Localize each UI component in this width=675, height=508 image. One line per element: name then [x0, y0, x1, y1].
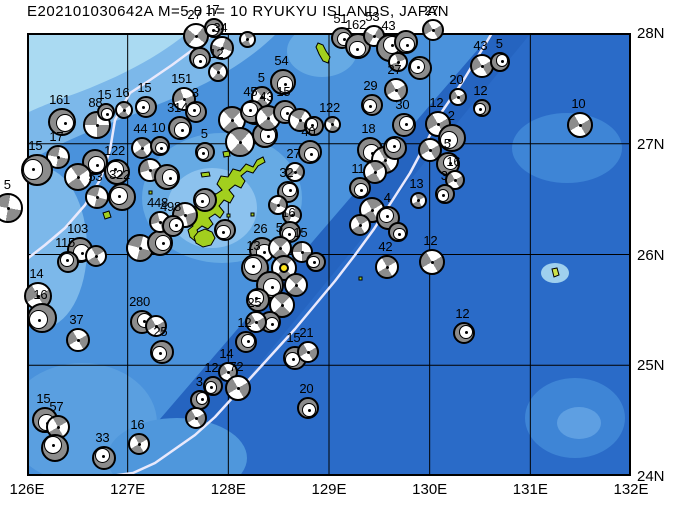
map-canvas	[27, 33, 631, 476]
island-islet-5	[148, 190, 153, 195]
beachball-label: 5	[3, 177, 11, 192]
y-axis-tick-label: 25N	[637, 357, 665, 375]
beachball-center-dot	[7, 207, 10, 210]
x-axis-tick-label: 128E	[210, 481, 246, 498]
okinawa-trough-line-line	[27, 33, 217, 261]
map-frame	[27, 33, 631, 476]
y-axis-tick-label: 27N	[637, 135, 665, 153]
x-axis-tick-label: 130E	[412, 481, 448, 498]
beachball-label: 43	[381, 18, 396, 33]
y-axis-tick-label: 28N	[637, 25, 665, 42]
beachball-center-dot	[432, 29, 435, 32]
x-axis-tick-label: 127E	[110, 481, 146, 498]
island-amami-sliver	[315, 42, 331, 64]
island-islet-8	[551, 267, 560, 278]
figure-title: E202101030642A M=5.0 h= 10 RYUKYU ISLAND…	[27, 3, 450, 20]
island-islet-7	[226, 213, 231, 218]
focal-mechanism-beachball	[0, 193, 23, 223]
x-axis-tick-label: 132E	[613, 481, 649, 498]
island-islet-4	[102, 210, 112, 220]
y-axis-tick-label: 24N	[637, 468, 665, 485]
island-islet-6	[250, 212, 255, 217]
beachball-center-dot	[211, 29, 215, 33]
y-axis-tick-label: 26N	[637, 246, 665, 264]
islands-layer	[102, 42, 560, 281]
island-islet-2	[222, 150, 231, 158]
island-islet-9	[358, 276, 363, 281]
island-islet-3	[268, 134, 276, 141]
island-kume	[193, 228, 216, 248]
x-axis-tick-label: 126E	[9, 481, 45, 498]
x-axis-tick-label: 131E	[512, 481, 548, 498]
x-axis-tick-label: 129E	[311, 481, 347, 498]
island-islet-1	[200, 171, 211, 178]
